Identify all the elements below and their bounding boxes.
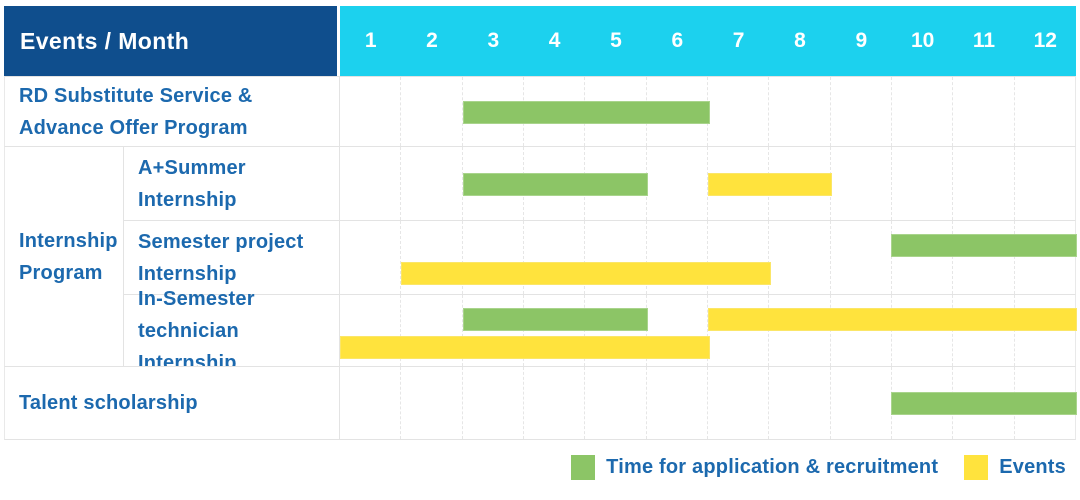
month-header-label: 12 [1033, 29, 1057, 52]
month-gridline-cell [585, 221, 647, 294]
month-gridline-cell [953, 221, 1015, 294]
month-gridline-cell [831, 147, 892, 220]
month-header-label: 6 [671, 29, 684, 52]
corner-header-title: Events / Month [20, 27, 190, 54]
month-gridline-cell [708, 367, 770, 439]
month-header: 1 2 3 4 5 6 7 8 9 10 11 12 [340, 6, 1076, 76]
month-gridline-cell [769, 221, 831, 294]
row-label-in-semester-technician-internship: In-Semester technician Internship [124, 288, 340, 374]
legend-item-recruitment: Time for application & recruitment [571, 455, 938, 480]
row-chart-in-semester-technician-internship [340, 294, 1077, 366]
month-gridline-cell [340, 147, 402, 220]
month-gridline-cell [892, 77, 954, 146]
month-gridline-cell [401, 295, 463, 366]
month-gridline-cell [524, 221, 586, 294]
month-gridline-cell [831, 77, 892, 146]
month-gridline-cell [401, 147, 463, 220]
month-gridline-cell [463, 221, 524, 294]
month-gridline-cell [340, 295, 402, 366]
month-gridline-cell [953, 147, 1015, 220]
month-gridline-cell [340, 367, 402, 439]
month-gridline-cell [340, 221, 402, 294]
month-gridline-cell [463, 367, 524, 439]
row-chart-rd-substitute [340, 76, 1076, 146]
corner-header: Events / Month [4, 6, 340, 76]
month-gridline-cell [585, 367, 647, 439]
row-label-text: A+Summer Internship [138, 156, 246, 211]
month-gridline-cell [1015, 147, 1075, 220]
month-gridlines [340, 221, 1075, 294]
row-label-a-summer-internship: A+Summer Internship [124, 146, 340, 220]
month-gridline-cell [1015, 77, 1075, 146]
gantt-table: Events / Month 1 2 3 4 5 6 7 8 9 10 11 12 RD Substi… [4, 6, 1077, 440]
gantt-bar-event [340, 336, 710, 359]
row-label-text: In-Semester technician Internship [138, 287, 255, 374]
legend-swatch-events [964, 455, 989, 480]
month-gridline-cell [647, 295, 708, 366]
legend-item-events: Events [964, 455, 1066, 480]
month-gridline-cell [831, 367, 892, 439]
gantt-bar-event [707, 172, 832, 196]
legend: Time for application & recruitment Event… [4, 455, 1066, 480]
month-gridline-cell [831, 221, 892, 294]
month-gridline-cell [401, 77, 463, 146]
legend-label-events: Events [999, 456, 1066, 478]
gantt-bar-event [707, 308, 1077, 331]
month-header-label: 11 [972, 29, 996, 52]
row-label-text: Semester project Internship [138, 230, 304, 285]
legend-swatch-recruitment [571, 455, 596, 480]
month-gridline-cell [401, 367, 463, 439]
month-header-label: 3 [487, 29, 500, 52]
month-gridline-cell [769, 367, 831, 439]
month-gridline-cell [401, 221, 463, 294]
group-label-text: Internship Program [19, 229, 118, 284]
gantt-bar-event [401, 262, 771, 285]
row-chart-semester-project-internship [340, 220, 1077, 294]
month-header-label: 5 [610, 29, 622, 52]
row-label-text: Talent scholarship [19, 392, 198, 414]
month-header-label: 9 [855, 29, 868, 52]
month-gridline-cell [953, 77, 1015, 146]
gantt-bar-recruitment [891, 392, 1077, 415]
gantt-bar-recruitment [462, 100, 710, 124]
gantt-bar-recruitment [462, 172, 649, 196]
month-header-label: 8 [794, 29, 806, 52]
month-header-label: 2 [426, 29, 438, 52]
row-label-rd-substitute: RD Substitute Service & Advance Offer Pr… [4, 76, 340, 146]
gantt-schedule: Events / Month 1 2 3 4 5 6 7 8 9 10 11 12 RD Substi… [4, 6, 1077, 480]
month-header-label: 7 [732, 29, 745, 52]
month-header-label: 4 [548, 29, 561, 52]
month-gridline-cell [769, 77, 831, 146]
month-gridline-cell [708, 221, 770, 294]
row-chart-a-summer-internship [340, 146, 1076, 220]
row-label-semester-project-internship: Semester project Internship [124, 220, 340, 294]
gantt-bar-recruitment [462, 308, 649, 331]
month-gridline-cell [708, 77, 770, 146]
month-gridline-cell [892, 221, 954, 294]
row-chart-talent-scholarship [340, 366, 1077, 440]
month-gridline-cell [1015, 221, 1075, 294]
month-gridline-cell [647, 367, 708, 439]
gantt-bar-recruitment [891, 234, 1077, 257]
month-header-label: 1 [364, 29, 377, 52]
month-gridline-cell [524, 367, 586, 439]
month-gridline-cell [647, 147, 708, 220]
legend-label-recruitment: Time for application & recruitment [606, 456, 939, 478]
row-label-talent-scholarship: Talent scholarship [4, 366, 340, 440]
group-label-internship-program: Internship Program [4, 146, 124, 366]
month-header-label: 10 [910, 29, 935, 52]
month-gridline-cell [340, 77, 402, 146]
month-gridline-cell [647, 221, 708, 294]
row-label-text: RD Substitute Service & Advance Offer Pr… [19, 84, 253, 139]
month-gridline-cell [892, 147, 954, 220]
